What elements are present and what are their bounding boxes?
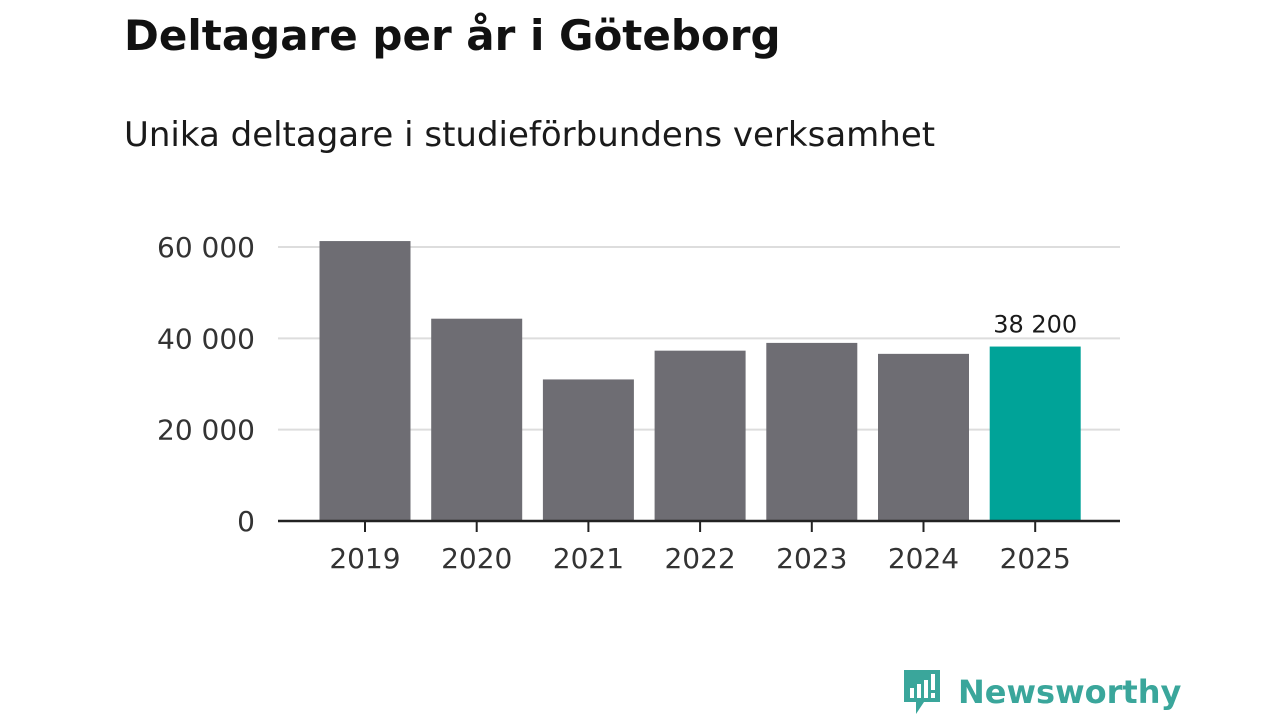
y-tick-label: 0 [237,505,255,538]
y-tick-label: 40 000 [157,322,255,355]
chart-title: Deltagare per år i Göteborg [124,11,781,60]
labels: 0 20 000 40 000 60 000 2019 2020 2021 2022 2023 2… [157,231,1077,575]
bar [878,353,969,521]
x-tick-label: 2025 [1000,542,1071,575]
chart-subtitle: Unika deltagare i studieförbundens verks… [124,115,936,155]
bar [766,342,858,521]
x-tick-label: 2022 [664,542,735,575]
axes [278,519,1120,532]
brand-name: Newsworthy [958,673,1182,711]
x-tick-label: 2021 [553,542,624,575]
x-tick-label: 2023 [776,542,847,575]
x-tick-label: 2020 [441,542,512,575]
data-label: 38 200 [993,311,1077,339]
highlight-bar [989,346,1081,521]
y-tick-label: 60 000 [157,231,255,264]
newsworthy-logo-icon [904,670,940,714]
bars [319,241,1081,521]
bar [654,350,746,521]
bar [542,379,634,521]
bar [319,241,411,521]
brand-logo: Newsworthy [902,668,1181,716]
y-tick-label: 20 000 [157,414,255,447]
x-tick-label: 2019 [329,542,400,575]
bar [431,318,523,521]
x-tick-label: 2024 [888,542,959,575]
